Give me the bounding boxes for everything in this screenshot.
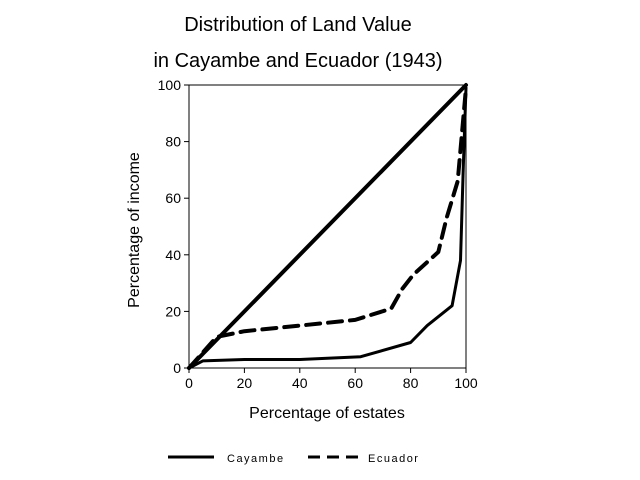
x-tick-label: 0 [185, 375, 193, 391]
y-tick-label: 80 [165, 134, 181, 150]
x-tick-label: 100 [454, 375, 478, 391]
x-tick-label: 80 [403, 375, 419, 391]
plot-frame [188, 84, 467, 369]
series-line-cayambe [187, 86, 468, 370]
chart-title-line-2: in Cayambe and Ecuador (1943) [153, 50, 442, 72]
legend-label-ecuador: Ecuador [368, 453, 419, 465]
chart-title-line-1: Distribution of Land Value [184, 14, 412, 36]
x-axis-ticks: 0 20 40 60 80 100 [185, 368, 478, 391]
series-line-ecuador [187, 85, 468, 370]
y-tick-label: 40 [165, 247, 181, 263]
y-axis-ticks: 0 20 40 60 80 100 [158, 77, 189, 376]
x-axis-label: Percentage of estates [249, 405, 405, 422]
y-tick-label: 60 [165, 190, 181, 206]
x-tick-label: 40 [292, 375, 308, 391]
y-tick-label: 0 [173, 360, 181, 376]
x-tick-label: 20 [237, 375, 253, 391]
legend-label-cayambe: Cayambe [227, 453, 285, 465]
x-tick-label: 60 [347, 375, 363, 391]
series-line-equality [187, 83, 468, 370]
legend: Cayambe Ecuador [168, 453, 419, 465]
y-tick-label: 100 [158, 77, 182, 93]
y-tick-label: 20 [165, 303, 181, 319]
series-layer [187, 83, 468, 370]
y-axis-label: Percentage of income [126, 152, 143, 308]
